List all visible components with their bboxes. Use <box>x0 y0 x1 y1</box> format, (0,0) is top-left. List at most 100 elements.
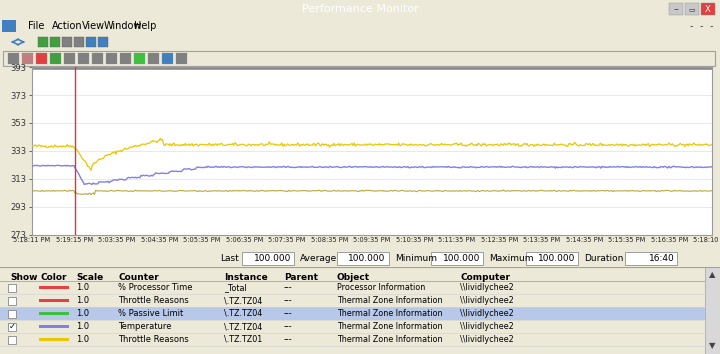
Bar <box>3 51 715 66</box>
Text: ---: --- <box>284 309 292 318</box>
Bar <box>39 286 69 289</box>
Bar <box>9 309 17 318</box>
FancyBboxPatch shape <box>242 252 294 265</box>
Text: \\lividlychee2: \\lividlychee2 <box>460 283 514 292</box>
Bar <box>2 20 16 32</box>
Bar <box>92 53 103 64</box>
Bar <box>39 325 69 328</box>
Text: 100.000: 100.000 <box>538 254 575 263</box>
Text: \\lividlychee2: \\lividlychee2 <box>460 296 514 305</box>
Bar <box>701 3 715 15</box>
Text: 5:03:35 PM: 5:03:35 PM <box>99 236 135 242</box>
FancyBboxPatch shape <box>526 252 578 265</box>
Bar <box>9 322 17 331</box>
Bar <box>22 53 33 64</box>
Text: Thermal Zone Information: Thermal Zone Information <box>337 296 442 305</box>
Text: ---: --- <box>284 283 292 292</box>
Text: -: - <box>690 21 693 31</box>
Text: File: File <box>28 21 45 31</box>
Bar <box>36 53 47 64</box>
Bar <box>0 307 705 320</box>
Text: –: – <box>674 4 678 14</box>
Text: \.TZ.TZ04: \.TZ.TZ04 <box>224 309 262 318</box>
Text: 1.0: 1.0 <box>76 322 89 331</box>
Text: 5:18:11 PM: 5:18:11 PM <box>14 236 50 242</box>
Text: 5:15:35 PM: 5:15:35 PM <box>608 236 646 242</box>
FancyBboxPatch shape <box>431 252 483 265</box>
Bar <box>39 312 69 315</box>
Text: Show: Show <box>11 273 38 281</box>
Text: ▲: ▲ <box>709 270 716 280</box>
Text: Instance: Instance <box>224 273 268 281</box>
Text: 16:40: 16:40 <box>649 254 675 263</box>
Bar <box>162 53 173 64</box>
Text: Average: Average <box>300 254 338 263</box>
Bar <box>50 53 61 64</box>
Text: \\lividlychee2: \\lividlychee2 <box>460 322 514 331</box>
Text: 5:08:35 PM: 5:08:35 PM <box>311 236 348 242</box>
Text: Performance Monitor: Performance Monitor <box>302 4 418 14</box>
Text: 5:12:35 PM: 5:12:35 PM <box>481 236 518 242</box>
Text: _Total: _Total <box>224 283 247 292</box>
Text: 1.0: 1.0 <box>76 296 89 305</box>
Text: 5:09:35 PM: 5:09:35 PM <box>354 236 391 242</box>
Bar <box>705 267 720 354</box>
Bar <box>9 284 17 291</box>
Text: 5:10:35 PM: 5:10:35 PM <box>396 236 433 242</box>
Text: ---: --- <box>284 322 292 331</box>
Bar <box>39 299 69 302</box>
Bar <box>9 297 17 304</box>
Text: 1.0: 1.0 <box>76 335 89 344</box>
Text: 100.000: 100.000 <box>254 254 291 263</box>
Bar <box>8 53 19 64</box>
Text: \\lividlychee2: \\lividlychee2 <box>460 335 514 344</box>
Text: ---: --- <box>284 335 292 344</box>
Text: \.TZ.TZ01: \.TZ.TZ01 <box>224 335 262 344</box>
Text: Throttle Reasons: Throttle Reasons <box>118 296 189 305</box>
Text: 1.0: 1.0 <box>76 283 89 292</box>
Text: 5:14:35 PM: 5:14:35 PM <box>566 236 603 242</box>
Text: Thermal Zone Information: Thermal Zone Information <box>337 309 442 318</box>
Bar <box>106 53 117 64</box>
Text: Duration: Duration <box>584 254 624 263</box>
Text: 1.0: 1.0 <box>76 309 89 318</box>
Text: Window: Window <box>104 21 143 31</box>
Bar <box>685 3 699 15</box>
Text: Computer: Computer <box>460 273 510 281</box>
Bar <box>64 53 75 64</box>
Text: Processor Information: Processor Information <box>337 283 425 292</box>
Text: 5:19:15 PM: 5:19:15 PM <box>56 236 93 242</box>
Text: Help: Help <box>134 21 156 31</box>
Bar <box>78 53 89 64</box>
Text: 5:16:35 PM: 5:16:35 PM <box>651 236 688 242</box>
Text: X: X <box>705 5 711 13</box>
Text: View: View <box>82 21 105 31</box>
Text: 5:13:35 PM: 5:13:35 PM <box>523 236 561 242</box>
Text: Counter: Counter <box>118 273 159 281</box>
Bar <box>120 53 131 64</box>
Text: Last: Last <box>220 254 239 263</box>
Text: \.TZ.TZ04: \.TZ.TZ04 <box>224 296 262 305</box>
Text: % Passive Limit: % Passive Limit <box>118 309 184 318</box>
Text: -: - <box>710 21 714 31</box>
Bar <box>176 53 187 64</box>
Text: Thermal Zone Information: Thermal Zone Information <box>337 335 442 344</box>
Text: 5:07:35 PM: 5:07:35 PM <box>269 236 306 242</box>
Text: \.TZ.TZ04: \.TZ.TZ04 <box>224 322 262 331</box>
Text: Scale: Scale <box>76 273 103 281</box>
Bar <box>86 37 96 47</box>
Bar <box>38 37 48 47</box>
Bar <box>50 37 60 47</box>
Text: 100.000: 100.000 <box>443 254 480 263</box>
Text: Thermal Zone Information: Thermal Zone Information <box>337 322 442 331</box>
Bar <box>74 37 84 47</box>
Text: 5:05:35 PM: 5:05:35 PM <box>184 236 221 242</box>
Text: Minimum: Minimum <box>395 254 437 263</box>
Bar <box>669 3 683 15</box>
Text: Color: Color <box>41 273 67 281</box>
Text: -: - <box>700 21 703 31</box>
Text: 5:18:10 PM: 5:18:10 PM <box>693 236 720 242</box>
Text: ---: --- <box>284 296 292 305</box>
Text: ▼: ▼ <box>709 342 716 350</box>
Text: ▭: ▭ <box>689 6 696 12</box>
